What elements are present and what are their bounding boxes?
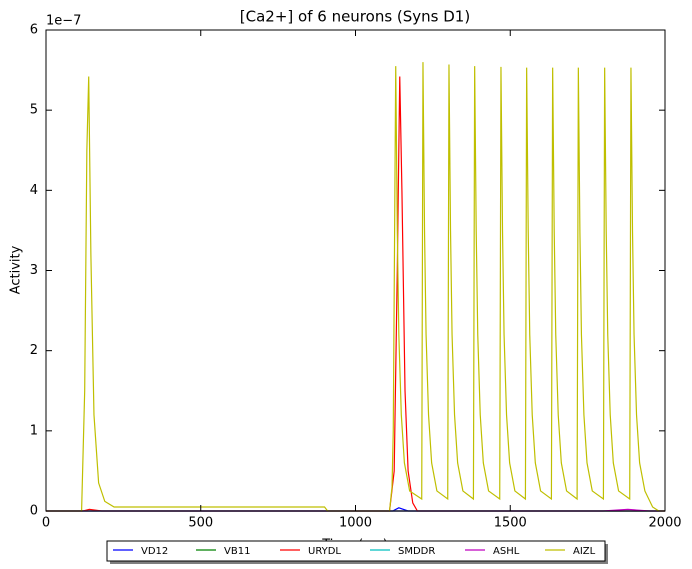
- y-axis-label: Activity: [9, 245, 24, 294]
- x-tick-label: 2000: [648, 516, 681, 531]
- legend-box: [106, 540, 606, 562]
- x-tick-label: 1500: [494, 516, 527, 531]
- y-tick-label: 0: [30, 504, 38, 519]
- x-tick-label: 0: [42, 516, 50, 531]
- legend-label: AIZL: [573, 546, 596, 557]
- y-tick-label: 4: [30, 183, 38, 198]
- plot-area: [45, 29, 666, 512]
- y-offset-label: 1e−7: [46, 14, 81, 29]
- legend-label: VD12: [141, 546, 168, 557]
- y-tick-label: 1: [30, 423, 38, 438]
- legend-label: VB11: [224, 546, 250, 557]
- series-line: [46, 76, 665, 512]
- y-tick-label: 5: [30, 103, 38, 118]
- chart-title: [Ca2+] of 6 neurons (Syns D1): [240, 8, 470, 26]
- x-tick-label: 1000: [339, 516, 372, 531]
- x-tick-label: 500: [188, 516, 213, 531]
- legend: VD12 VB11 URYDL SMDDR ASHL AIZL: [106, 540, 608, 564]
- y-tick-label: 6: [30, 23, 38, 38]
- legend-label: SMDDR: [398, 546, 435, 557]
- legend-label: ASHL: [493, 546, 520, 557]
- y-tick-label: 2: [30, 343, 38, 358]
- series-line: [46, 62, 665, 512]
- y-tick-label: 3: [30, 263, 38, 278]
- plot-frame: [45, 29, 666, 512]
- legend-label: URYDL: [308, 546, 341, 557]
